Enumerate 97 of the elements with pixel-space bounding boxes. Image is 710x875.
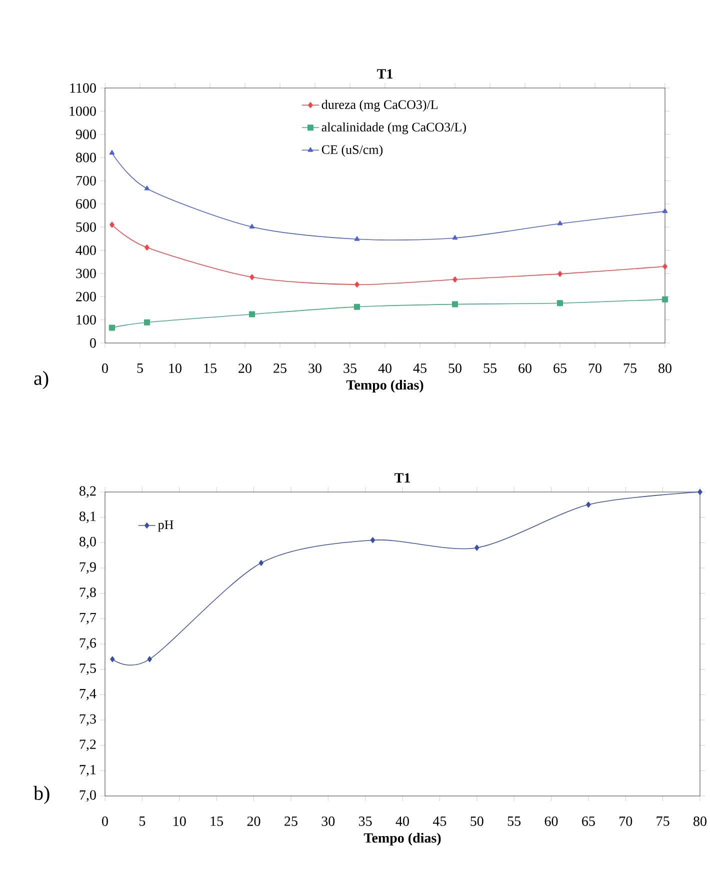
x-tick-label: 65 [553, 364, 566, 373]
point [249, 224, 254, 229]
x-tick-label: 20 [247, 816, 260, 826]
point [697, 488, 702, 495]
point [109, 222, 114, 228]
y-tick-label: 7,3 [80, 714, 96, 726]
point [249, 274, 254, 280]
x-tick-label: 75 [656, 816, 670, 826]
y-tick-label: 7,6 [80, 638, 96, 650]
y-tick-label: 0 [90, 338, 96, 348]
x-tick-label: 80 [658, 364, 672, 373]
x-tick-label: 5 [139, 816, 145, 826]
legend-label: alcalinidade (mg CaCO3/L) [322, 122, 466, 134]
x-tick-label: 30 [322, 816, 334, 826]
point [354, 282, 360, 288]
y-tick-label: 7,5 [80, 664, 96, 675]
y-tick-label: 7,7 [80, 612, 96, 624]
point [452, 234, 458, 240]
x-tick-label: 50 [448, 364, 462, 373]
y-tick-label: 8,1 [79, 512, 96, 524]
point [110, 656, 115, 662]
x-tick-label: 45 [413, 364, 426, 373]
y-tick-label: 600 [76, 199, 96, 209]
y-tick-label: 8,2 [79, 486, 96, 498]
y-tick-label: 100 [76, 315, 96, 325]
y-tick-label: 7,4 [80, 688, 96, 700]
point [354, 304, 360, 310]
y-tick-label: 7,1 [80, 764, 96, 776]
text: a) [34, 370, 48, 390]
x-tick-label: 70 [619, 816, 632, 826]
point [144, 319, 150, 326]
x-tick-label: 10 [173, 816, 186, 826]
x-tick-label: 35 [344, 364, 356, 373]
chart-title: T1 [376, 69, 392, 78]
point [258, 560, 264, 566]
x-tick-label: 45 [432, 816, 446, 826]
x-tick-label: 75 [624, 364, 636, 373]
x-tick-label: 70 [588, 364, 602, 373]
y-tick-label: 800 [76, 152, 96, 162]
x-tick-label: 15 [204, 364, 216, 373]
x-tick-label: 80 [693, 816, 706, 826]
point [144, 244, 150, 250]
x-axis-title: Tempo (dias) [346, 380, 424, 393]
x-tick-label: 20 [238, 364, 252, 373]
legend-label: dureza (mg CaCO3)/L [322, 100, 438, 112]
y-tick-label: 500 [76, 222, 96, 232]
point [109, 150, 114, 155]
x-tick-label: 5 [137, 364, 143, 373]
point [662, 263, 668, 270]
point [556, 300, 563, 306]
point [452, 301, 458, 308]
y-tick-label: 7,8 [80, 588, 96, 600]
point [452, 276, 458, 282]
y-tick-label: 1100 [70, 83, 96, 93]
point [370, 537, 375, 544]
y-tick-label: 7,0 [80, 790, 96, 802]
point [557, 270, 562, 277]
y-tick-label: 8,0 [79, 536, 96, 548]
point [144, 186, 150, 190]
point [586, 502, 591, 508]
y-tick-label: 700 [76, 176, 96, 186]
text: b) [33, 786, 50, 804]
x-tick-label: 0 [102, 816, 108, 826]
point [474, 544, 480, 551]
x-tick-label: 25 [284, 816, 298, 826]
x-tick-label: 30 [308, 364, 322, 373]
legend-label: pH [158, 520, 174, 532]
x-tick-label: 60 [518, 364, 532, 373]
y-tick-label: 400 [76, 246, 96, 255]
point [354, 236, 360, 241]
y-tick-label: 900 [76, 130, 96, 140]
x-tick-label: 0 [102, 364, 108, 373]
x-axis-title: Tempo (dias) [364, 832, 441, 846]
legend-label: CE (uS/cm) [322, 144, 382, 157]
point [248, 311, 255, 318]
x-tick-label: 15 [210, 816, 223, 826]
point [108, 324, 115, 331]
y-tick-label: 300 [76, 268, 96, 278]
x-tick-label: 55 [484, 364, 496, 373]
y-tick-label: 7,9 [80, 562, 96, 574]
point [147, 656, 152, 662]
x-tick-label: 25 [273, 364, 286, 373]
y-tick-label: 200 [76, 292, 96, 302]
x-tick-label: 40 [396, 816, 409, 826]
x-tick-label: 40 [378, 364, 392, 373]
x-tick-label: 50 [470, 816, 484, 826]
x-tick-label: 65 [582, 816, 595, 826]
x-tick-label: 55 [508, 816, 520, 826]
x-tick-label: 60 [544, 816, 558, 826]
x-tick-label: 35 [358, 816, 372, 826]
chart-title: T1 [394, 473, 410, 482]
y-tick-label: 1000 [70, 106, 96, 116]
point [557, 220, 562, 226]
x-tick-label: 10 [169, 364, 182, 373]
y-tick-label: 7,2 [80, 740, 96, 752]
point [662, 208, 668, 214]
point [662, 296, 668, 302]
